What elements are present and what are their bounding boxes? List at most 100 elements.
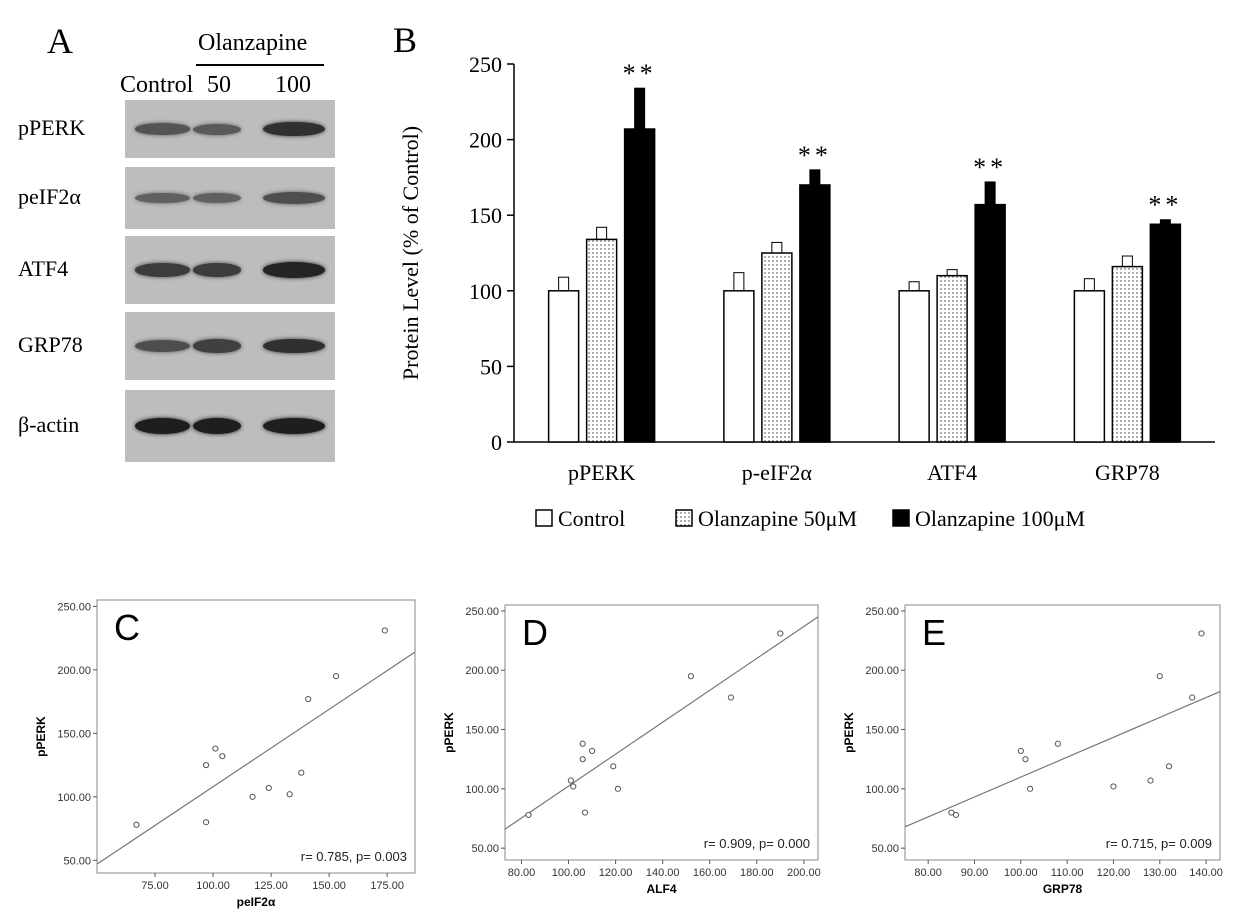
x-tick-label: 120.00 bbox=[1097, 867, 1131, 879]
bar bbox=[974, 203, 1006, 443]
x-tick-label: GRP78 bbox=[1095, 460, 1160, 485]
data-point bbox=[1147, 777, 1154, 784]
stat-annotation: r= 0.715, p= 0.009 bbox=[1106, 836, 1212, 851]
data-point bbox=[579, 756, 586, 763]
data-point bbox=[948, 809, 955, 816]
data-point bbox=[567, 777, 574, 784]
data-point bbox=[249, 793, 256, 800]
data-point bbox=[1156, 673, 1163, 680]
x-tick-label: 75.00 bbox=[141, 880, 169, 892]
x-tick-label: 130.00 bbox=[1143, 867, 1177, 879]
blot-row-label: GRP78 bbox=[18, 332, 83, 357]
data-point bbox=[1165, 763, 1173, 770]
blot-strip bbox=[125, 100, 335, 158]
y-tick-label: 100.00 bbox=[465, 784, 499, 796]
y-tick-label: 100.00 bbox=[57, 792, 91, 804]
blot-row-label: pPERK bbox=[18, 115, 86, 140]
panel-letter-a: A bbox=[47, 21, 73, 61]
blot-row-label: peIF2α bbox=[18, 184, 81, 209]
data-point bbox=[265, 784, 272, 792]
bar bbox=[799, 184, 831, 443]
bar bbox=[898, 290, 930, 443]
blot-band bbox=[193, 192, 241, 204]
data-point bbox=[1017, 747, 1024, 754]
blot-band bbox=[263, 262, 325, 278]
data-point bbox=[1198, 630, 1205, 637]
panel-letter: E bbox=[922, 612, 946, 653]
data-point bbox=[610, 763, 617, 770]
blot-strip bbox=[125, 390, 335, 462]
x-tick-label: p-eIF2α bbox=[742, 460, 813, 485]
y-tick-label: 250.00 bbox=[465, 606, 499, 618]
x-tick-label: 140.00 bbox=[646, 867, 680, 879]
x-tick-label: 180.00 bbox=[740, 867, 774, 879]
blot-band bbox=[263, 418, 325, 434]
x-tick-label: 175.00 bbox=[370, 880, 404, 892]
data-point bbox=[727, 694, 735, 701]
plot-frame bbox=[96, 599, 416, 874]
y-tick-label: 200 bbox=[469, 128, 502, 153]
data-point bbox=[381, 627, 388, 634]
data-point bbox=[579, 740, 586, 747]
data-point bbox=[581, 809, 589, 816]
panel-letter: D bbox=[522, 612, 548, 653]
data-point bbox=[1026, 785, 1034, 792]
significance-marker: ** bbox=[973, 153, 1007, 182]
data-point bbox=[1110, 783, 1117, 790]
x-tick-label: 100.00 bbox=[196, 880, 230, 892]
x-tick-label: ATF4 bbox=[927, 460, 977, 485]
blot-row-label: ATF4 bbox=[18, 256, 69, 281]
y-tick-label: 200.00 bbox=[57, 665, 91, 677]
y-tick-label: 200.00 bbox=[465, 665, 499, 677]
bar bbox=[547, 290, 580, 443]
data-point bbox=[570, 783, 577, 790]
x-tick-label: 100.00 bbox=[1004, 867, 1038, 879]
legend-swatch bbox=[535, 509, 553, 527]
x-tick-label: 90.00 bbox=[961, 867, 989, 879]
panel-letter: C bbox=[114, 607, 140, 648]
data-point bbox=[133, 821, 140, 828]
bar-chart-b: B 0 50 100 150 200 250 Protein Level (% of Cont… bbox=[393, 20, 1215, 531]
bar bbox=[585, 238, 618, 443]
data-point bbox=[202, 761, 210, 769]
y-tick-label: 50 bbox=[480, 354, 502, 379]
data-point bbox=[1054, 740, 1061, 747]
legend-label: Control bbox=[558, 506, 625, 531]
x-axis-label: peIF2α bbox=[237, 895, 276, 909]
x-tick-label: 125.00 bbox=[254, 880, 288, 892]
data-point bbox=[219, 753, 226, 760]
blot-band bbox=[135, 123, 190, 135]
legend-label: Olanzapine 100μM bbox=[915, 506, 1085, 531]
data-point bbox=[298, 769, 305, 776]
blot-band bbox=[193, 418, 241, 434]
x-axis-label: ALF4 bbox=[647, 882, 677, 896]
bar bbox=[936, 274, 968, 443]
blot-band bbox=[135, 418, 190, 434]
blot-strip bbox=[125, 312, 335, 380]
x-tick-label: 120.00 bbox=[599, 867, 633, 879]
y-tick-label: 50.00 bbox=[63, 855, 91, 867]
data-point bbox=[952, 811, 960, 819]
x-tick-label: 80.00 bbox=[914, 867, 942, 879]
bar bbox=[1149, 223, 1182, 443]
y-tick-label: 250.00 bbox=[57, 601, 91, 613]
x-tick-label: 160.00 bbox=[693, 867, 727, 879]
bar bbox=[623, 128, 656, 443]
blot-band bbox=[135, 263, 190, 277]
bar bbox=[723, 290, 755, 443]
blot-band bbox=[193, 123, 241, 135]
stat-annotation: r= 0.785, p= 0.003 bbox=[301, 849, 407, 864]
y-tick-label: 100.00 bbox=[865, 784, 899, 796]
y-tick-label: 250.00 bbox=[865, 606, 899, 618]
significance-marker: ** bbox=[798, 141, 832, 170]
y-axis-label: pPERK bbox=[442, 712, 456, 753]
legend-swatch bbox=[675, 509, 693, 527]
data-point bbox=[777, 630, 784, 637]
y-tick-label: 100 bbox=[469, 279, 502, 304]
blot-row-label: β-actin bbox=[18, 412, 80, 437]
x-tick-label: 100.00 bbox=[552, 867, 586, 879]
data-point bbox=[1189, 694, 1196, 701]
data-point bbox=[305, 695, 312, 703]
y-tick-label: 50.00 bbox=[871, 843, 899, 855]
